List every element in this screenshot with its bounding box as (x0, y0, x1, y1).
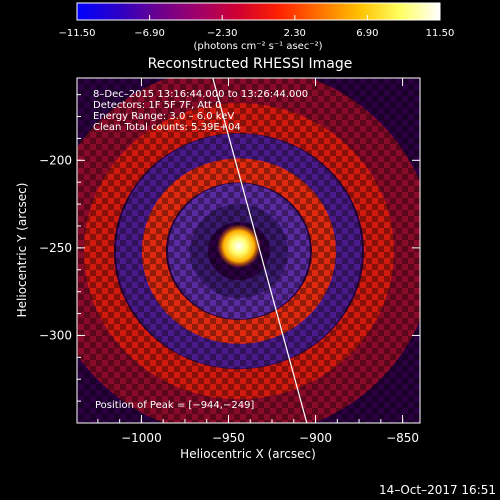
y-tick-label: −250 (39, 241, 72, 255)
colorbar-bar (76, 2, 441, 21)
plot-frame (76, 77, 421, 424)
detectors-text: Detectors: 1F 5F 7F, Att 0 (93, 100, 221, 111)
x-tick-label: −1000 (121, 431, 162, 445)
colorbar-tick-label: 6.90 (356, 28, 378, 39)
image-annotations: 8–Dec–2015 13:16:44.000 to 13:26:44.000 … (93, 89, 308, 411)
colorbar-tick-label: 2.30 (284, 28, 306, 39)
clean-counts-text: Clean Total counts: 5.39E+04 (93, 122, 241, 133)
x-tick-label: −900 (299, 431, 332, 445)
x-tick-label: −850 (386, 431, 419, 445)
image-panel (77, 78, 420, 423)
y-axis-label: Heliocentric Y (arcsec) (15, 183, 29, 318)
colorbar-tick-label: −6.90 (134, 28, 165, 39)
energy-range-text: Energy Range: 3.0 – 6.0 keV (93, 111, 234, 122)
colorbar-tick-label: 11.50 (426, 28, 455, 39)
peak-position-text: Position of Peak = [−944,−249] (95, 400, 254, 411)
chart-title: Reconstructed RHESSI Image (148, 56, 353, 72)
solar-limb-line (212, 78, 308, 423)
colorbar-tick-label: −2.30 (207, 28, 238, 39)
footer-timestamp: 14–Oct–2017 16:51 (379, 483, 496, 497)
y-tick-label: −300 (39, 328, 72, 342)
y-tick-label: −200 (39, 153, 72, 167)
time-range-text: 8–Dec–2015 13:16:44.000 to 13:26:44.000 (93, 89, 308, 100)
colorbar-unit-label: (photons cm⁻² s⁻¹ asec⁻²) (193, 41, 322, 52)
colorbar-tick-label: −11.50 (58, 28, 95, 39)
colorbar: −11.50 −6.90 −2.30 2.30 6.90 11.50 (photons c… (58, 2, 454, 52)
axis-ticks: −1000 −950 −900 −850 −200 −250 −300 (39, 78, 420, 445)
x-axis-label: Heliocentric X (arcsec) (180, 447, 316, 461)
colorbar-ticks: −11.50 −6.90 −2.30 2.30 6.90 11.50 (58, 15, 454, 39)
x-tick-label: −950 (212, 431, 245, 445)
flare-source (216, 224, 261, 269)
